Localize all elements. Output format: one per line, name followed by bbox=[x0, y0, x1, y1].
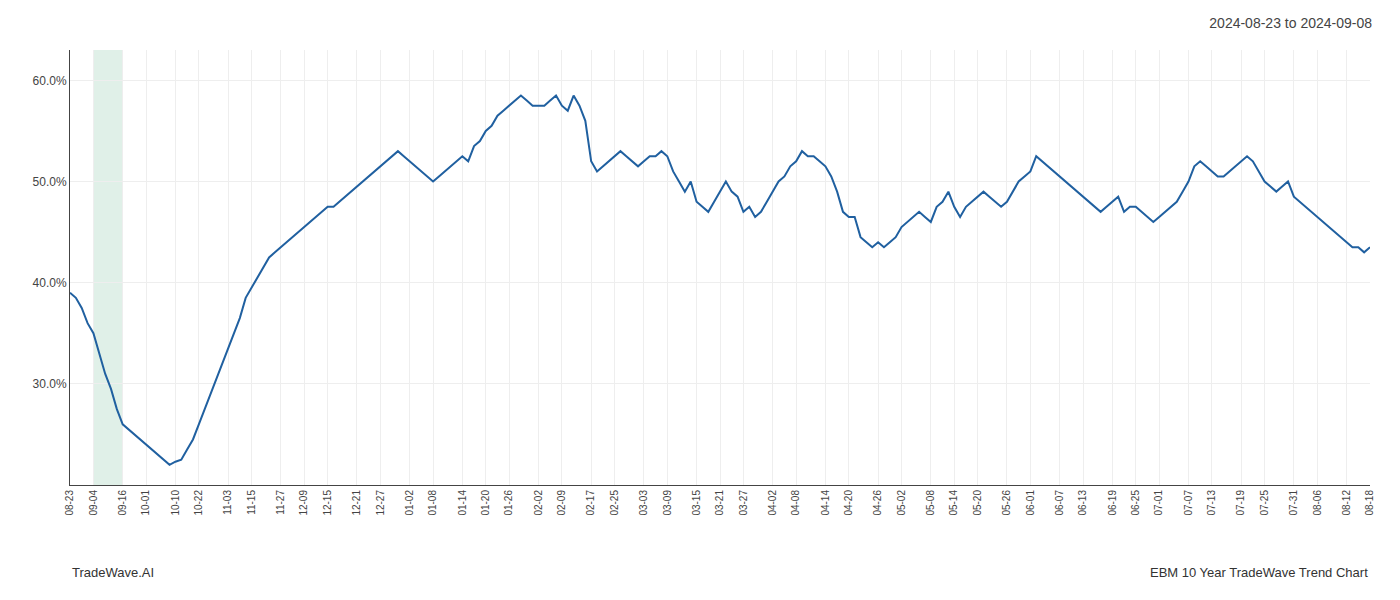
svg-text:60.0%: 60.0% bbox=[33, 74, 67, 88]
svg-text:02-09: 02-09 bbox=[556, 490, 567, 516]
svg-text:11-03: 11-03 bbox=[222, 490, 233, 515]
svg-text:11-15: 11-15 bbox=[246, 490, 257, 515]
svg-text:06-25: 06-25 bbox=[1130, 490, 1141, 516]
svg-text:05-08: 05-08 bbox=[925, 490, 936, 516]
svg-text:06-01: 06-01 bbox=[1025, 490, 1036, 516]
svg-text:09-16: 09-16 bbox=[117, 490, 128, 516]
svg-text:01-14: 01-14 bbox=[457, 490, 468, 516]
svg-text:04-02: 04-02 bbox=[767, 490, 778, 516]
svg-text:07-13: 07-13 bbox=[1206, 490, 1217, 516]
svg-text:01-20: 01-20 bbox=[480, 490, 491, 516]
svg-text:07-25: 07-25 bbox=[1259, 490, 1270, 516]
svg-text:03-21: 03-21 bbox=[714, 490, 725, 516]
svg-text:01-08: 01-08 bbox=[427, 490, 438, 516]
svg-text:07-07: 07-07 bbox=[1183, 490, 1194, 516]
svg-text:06-07: 06-07 bbox=[1054, 490, 1065, 516]
svg-text:05-14: 05-14 bbox=[948, 490, 959, 516]
svg-text:03-15: 03-15 bbox=[691, 490, 702, 516]
svg-text:04-26: 04-26 bbox=[872, 490, 883, 516]
svg-text:10-10: 10-10 bbox=[170, 490, 181, 516]
svg-text:50.0%: 50.0% bbox=[33, 175, 67, 189]
svg-text:TradeWave.AI: TradeWave.AI bbox=[72, 565, 154, 580]
svg-text:01-02: 01-02 bbox=[404, 490, 415, 516]
svg-text:07-01: 07-01 bbox=[1153, 490, 1164, 516]
svg-text:12-21: 12-21 bbox=[351, 490, 362, 516]
svg-text:08-06: 08-06 bbox=[1312, 490, 1323, 516]
svg-text:03-03: 03-03 bbox=[638, 490, 649, 516]
svg-text:03-09: 03-09 bbox=[662, 490, 673, 516]
svg-text:12-27: 12-27 bbox=[375, 490, 386, 516]
svg-text:30.0%: 30.0% bbox=[33, 377, 67, 391]
svg-text:11-27: 11-27 bbox=[275, 490, 286, 515]
svg-text:02-17: 02-17 bbox=[585, 490, 596, 516]
svg-text:02-02: 02-02 bbox=[533, 490, 544, 516]
svg-text:07-31: 07-31 bbox=[1288, 490, 1299, 516]
svg-text:40.0%: 40.0% bbox=[33, 276, 67, 290]
svg-text:10-01: 10-01 bbox=[140, 490, 151, 516]
svg-text:04-20: 04-20 bbox=[843, 490, 854, 516]
svg-text:12-09: 12-09 bbox=[298, 490, 309, 516]
svg-text:08-18: 08-18 bbox=[1364, 490, 1375, 516]
svg-text:09-04: 09-04 bbox=[88, 490, 99, 516]
svg-text:06-13: 06-13 bbox=[1077, 490, 1088, 516]
svg-text:10-22: 10-22 bbox=[193, 490, 204, 516]
svg-text:04-14: 04-14 bbox=[820, 490, 831, 516]
svg-text:08-12: 08-12 bbox=[1341, 490, 1352, 516]
svg-text:02-25: 02-25 bbox=[609, 490, 620, 516]
svg-text:01-26: 01-26 bbox=[503, 490, 514, 516]
svg-text:07-19: 07-19 bbox=[1235, 490, 1246, 516]
svg-text:05-02: 05-02 bbox=[896, 490, 907, 516]
svg-text:06-19: 06-19 bbox=[1107, 490, 1118, 516]
svg-text:2024-08-23 to 2024-09-08: 2024-08-23 to 2024-09-08 bbox=[1209, 15, 1372, 31]
svg-text:12-15: 12-15 bbox=[322, 490, 333, 516]
svg-text:08-23: 08-23 bbox=[64, 490, 75, 516]
svg-text:05-26: 05-26 bbox=[1001, 490, 1012, 516]
svg-text:03-27: 03-27 bbox=[738, 490, 749, 516]
svg-text:05-20: 05-20 bbox=[972, 490, 983, 516]
svg-text:04-08: 04-08 bbox=[790, 490, 801, 516]
svg-text:EBM 10 Year TradeWave Trend Ch: EBM 10 Year TradeWave Trend Chart bbox=[1150, 565, 1368, 580]
